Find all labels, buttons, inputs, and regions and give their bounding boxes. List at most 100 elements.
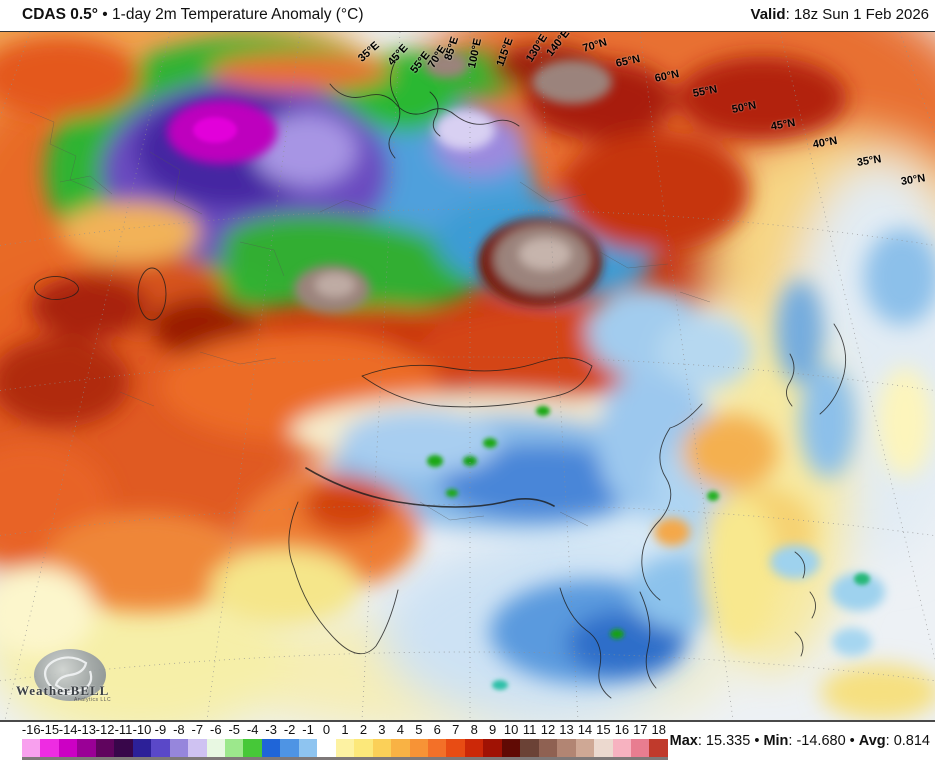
colorbar-tick: 14 [577,722,593,737]
colorbar-tick: 16 [614,722,630,737]
anomaly-blob [776,280,824,384]
colorbar-cell [261,739,281,757]
colorbar-cells [22,739,668,757]
anomaly-blob [567,611,683,677]
colorbar-cell [575,739,595,757]
colorbar-cell [409,739,428,757]
colorbar-tick: -12 [95,722,115,737]
anomaly-map: 35°E 45°E 55°E 70°E 85°E 100°E 115°E 130°E 140°E… [0,31,935,722]
anomaly-blob [800,366,856,478]
anomaly-blob [702,497,778,647]
anomaly-blob [0,567,95,657]
colorbar-cell [538,739,558,757]
colorbar-tick: 17 [633,722,648,737]
colorbar-tick: 7 [452,722,460,737]
colorbar-tick: -4 [246,722,259,737]
anomaly-blob [427,455,443,467]
anomaly-blob [610,629,624,639]
graticule [0,32,935,720]
colorbar-tick: -15 [40,722,60,737]
anomaly-blob [770,545,820,579]
colorbar-tick: -11 [114,722,133,737]
coastlines [34,55,847,699]
anomaly-blob [854,573,870,585]
logo-swirl-lines [43,656,93,695]
colorbar-tick: -7 [191,722,204,737]
colorbar-cell [243,739,262,757]
colorbar-cell [114,739,133,757]
field-stats: Max: 15.335 • Min: -14.680 • Avg: 0.814 [669,733,930,749]
anomaly-blob [303,478,393,534]
colorbar-tick: -8 [173,722,185,737]
colorbar-tick: 15 [596,722,611,737]
colorbar-tick: 9 [489,722,497,737]
colorbar-cell [169,739,189,757]
colorbar-tick: 8 [470,722,478,737]
anomaly-blob [440,444,640,520]
colorbar-cell [446,739,465,757]
colorbar-cell [95,739,115,757]
colorbar-shadow [22,757,668,760]
colorbar-cell [464,739,484,757]
anomaly-blob [435,110,495,150]
anomaly-blob [682,414,778,490]
anomaly-blob [30,275,150,339]
anomaly-blob [519,238,571,270]
anomaly-blob [221,213,479,311]
anomaly-blob [193,117,237,143]
colorbar-cell [594,739,613,757]
anomaly-blob [463,456,477,466]
anomaly-blob [45,512,245,612]
colorbar-cell [372,739,392,757]
colorbar-cell [520,739,539,757]
colorbar-tick-labels: -16 -15 -14 -13 -12 -11 -10 -9 -8 -7 -6 -5 -4 -3 -2 -1 0… [22,722,668,737]
product-name: 1-day 2m Temperature Anomaly (°C) [112,6,364,23]
anomaly-blob [864,229,935,325]
colorbar-cell [151,739,170,757]
colorbar-cell [391,739,410,757]
logo-wordmark: WeatherBELL [16,683,110,698]
colorbar-cell [501,739,521,757]
colorbar-tick: 5 [415,722,423,737]
colorbar-tick: 1 [341,722,349,737]
colorbar-cell [132,739,152,757]
anomaly-blob [425,52,469,78]
colorbar-tick: -1 [302,722,314,737]
colorbar-cell [188,739,207,757]
colorbar-tick: 4 [396,722,404,737]
header: CDAS 0.5° • 1-day 2m Temperature Anomaly… [0,0,935,31]
anomaly-blob [654,518,690,546]
colorbar-tick: 0 [322,722,331,737]
colorbar-tick: -13 [77,722,96,737]
colorbar-cell [427,739,447,757]
colorbar-cell [77,739,96,757]
anomaly-blob [253,114,357,186]
colorbar-tick: 11 [522,722,537,737]
page-title: CDAS 0.5° • 1-day 2m Temperature Anomaly… [22,6,363,24]
admin-borders [29,111,711,527]
colorbar-tick: -16 [21,722,41,737]
colorbar-cell [612,739,631,757]
colorbar-tick: 18 [651,722,666,737]
anomaly-blob [492,680,508,690]
anomaly-blob [707,491,719,501]
colorbar-cell [557,739,576,757]
anomaly-blob [657,316,753,388]
colorbar-cell [298,739,318,757]
colorbar-tick: 3 [378,722,386,737]
colorbar-cell [354,739,373,757]
anomaly-blob [532,60,612,104]
anomaly-blob [877,367,933,477]
anomaly-blob [60,202,200,262]
anomaly-blob [820,664,935,720]
model-name: CDAS 0.5° [22,6,98,23]
colorbar-tick: -6 [210,722,222,737]
colorbar-cell [483,739,502,757]
colorbar-cell [58,739,78,757]
anomaly-blob [677,56,847,140]
colorbar-tick: -14 [58,722,78,737]
colorbar-cell [224,739,244,757]
colorbar-tick: 13 [559,722,574,737]
colorbar-cell [335,739,355,757]
colorbar-tick: 2 [359,722,368,737]
